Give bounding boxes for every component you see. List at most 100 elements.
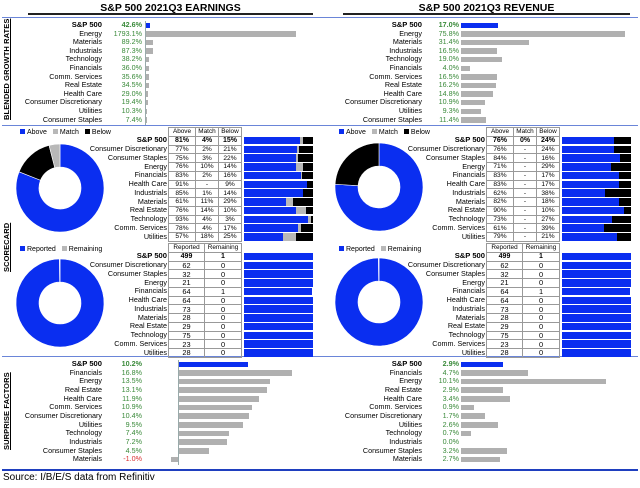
stacked-bar xyxy=(244,296,313,305)
table-row: 82% -18% xyxy=(486,197,560,207)
segment-above xyxy=(562,224,605,232)
stacked-bar xyxy=(562,252,631,261)
row-value: 7.4% xyxy=(125,428,142,438)
row-label-utilities: Utilities xyxy=(143,347,167,357)
row-label-financials: Financials xyxy=(134,170,167,180)
cell-match: 4% xyxy=(195,214,219,225)
cell-remaining: 0 xyxy=(204,339,242,349)
row-label-health-care: Health Care xyxy=(383,88,422,98)
table-row: 29 0 xyxy=(168,321,242,332)
row-label-utilities: Utilities xyxy=(143,231,167,241)
stacked-bar xyxy=(244,180,313,189)
row-value: 10.9% xyxy=(438,97,459,107)
bar-axis xyxy=(460,360,461,465)
cell-below: 16% xyxy=(536,153,560,163)
row-value: 4.7% xyxy=(442,367,459,377)
sector-bar xyxy=(461,82,497,89)
row-value: 13.1% xyxy=(121,384,142,394)
separator-growth-scorecard xyxy=(2,125,638,126)
cell-reported: 64 xyxy=(168,286,205,297)
cell-match: - xyxy=(513,179,537,190)
sector-bar xyxy=(461,31,625,37)
stacked-bar xyxy=(244,270,313,278)
row-value: 11.9% xyxy=(122,393,142,403)
legend-item-above: Above xyxy=(20,129,47,136)
sector-bar xyxy=(461,404,474,411)
table-row: 76% 0% 24% xyxy=(486,135,560,146)
cell-remaining: 0 xyxy=(522,313,560,323)
row-label-consumer-staples: Consumer Staples xyxy=(425,268,485,278)
row-label-consumer-discretionary: Consumer Discretionary xyxy=(407,144,485,154)
row-value: 16.8% xyxy=(121,367,142,377)
cell-remaining: 1 xyxy=(522,286,560,297)
cell-below: 39% xyxy=(536,223,560,233)
stacked-bar xyxy=(562,163,631,171)
stacked-bar xyxy=(244,349,313,357)
table-row: 73% -27% xyxy=(486,214,560,225)
segment-reported xyxy=(244,296,313,305)
segment-above xyxy=(244,154,296,162)
row-value: 38.2% xyxy=(121,54,142,64)
stacked-bar xyxy=(562,154,631,162)
table-row: 75 0 xyxy=(486,330,560,341)
cell-above: 73% xyxy=(486,214,514,225)
table-row: 78% 4% 17% xyxy=(168,223,242,233)
row-value: 2.7% xyxy=(442,454,459,464)
sector-bar xyxy=(179,430,229,437)
row-label-industrials: Industrials xyxy=(69,45,102,55)
sector-bar xyxy=(461,378,606,385)
row-value: 9.5% xyxy=(125,419,142,429)
segment-above xyxy=(244,198,286,206)
row-label-utilities: Utilities xyxy=(78,106,102,115)
section-label-scorecard: SCORECARD xyxy=(2,222,11,272)
row-label-consumer-discretionary: Consumer Discretionary xyxy=(89,144,167,154)
row-label-industrials: Industrials xyxy=(134,187,167,197)
row-value: 29.0% xyxy=(121,88,142,98)
table-row: 71% -29% xyxy=(486,162,560,172)
row-label-sp-500: S&P 500 xyxy=(454,251,485,261)
row-label-comm-services: Comm. Services xyxy=(49,71,102,81)
row-value: 10.1% xyxy=(438,376,459,386)
segment-reported xyxy=(562,296,631,305)
segment-above xyxy=(562,171,620,180)
segment-reported xyxy=(562,331,631,340)
segment-below xyxy=(298,145,313,154)
donut-slice-above xyxy=(334,142,424,232)
segment-below xyxy=(303,163,313,171)
table-row: 28 0 xyxy=(486,313,560,323)
legend-item-reported: Reported xyxy=(339,246,375,253)
row-label-materials: Materials xyxy=(455,196,485,206)
row-label-financials: Financials xyxy=(389,63,422,72)
row-label-sp-500: S&P 500 xyxy=(71,359,102,368)
row-label-health-care: Health Care xyxy=(446,295,485,305)
row-value: 13.5% xyxy=(121,376,142,386)
sector-bar xyxy=(146,31,296,37)
segment-above xyxy=(244,136,300,145)
segment-match xyxy=(302,189,304,197)
cell-below: 17% xyxy=(536,170,560,181)
stacked-bar xyxy=(244,340,313,348)
segment-above xyxy=(244,163,297,171)
segment-below xyxy=(604,189,631,197)
segment-above xyxy=(562,198,619,206)
row-label-consumer-discretionary: Consumer Discretionary xyxy=(344,97,422,107)
segment-match xyxy=(308,215,311,224)
cell-above: 93% xyxy=(168,214,196,225)
segment-match xyxy=(298,224,302,232)
cell-reported: 64 xyxy=(486,295,523,306)
segment-match xyxy=(300,171,303,180)
stacked-bar xyxy=(244,171,313,180)
cell-reported: 64 xyxy=(486,286,523,297)
segment-reported xyxy=(562,305,631,313)
row-value: 36.0% xyxy=(121,63,142,72)
row-value: 16.2% xyxy=(438,80,459,90)
cell-remaining: 0 xyxy=(522,278,560,288)
row-label-materials: Materials xyxy=(137,196,167,206)
row-label-comm-services: Comm. Services xyxy=(432,222,485,232)
bar-axis xyxy=(460,21,461,126)
reporting-table: Reported Remaining 499 1 62 0 32 0 21 0 64 1 64 0 73 0 2… xyxy=(486,243,560,358)
segment-below xyxy=(306,180,313,189)
segment-match xyxy=(297,145,299,154)
row-label-comm-services: Comm. Services xyxy=(369,71,422,81)
stacked-bar xyxy=(244,145,313,154)
